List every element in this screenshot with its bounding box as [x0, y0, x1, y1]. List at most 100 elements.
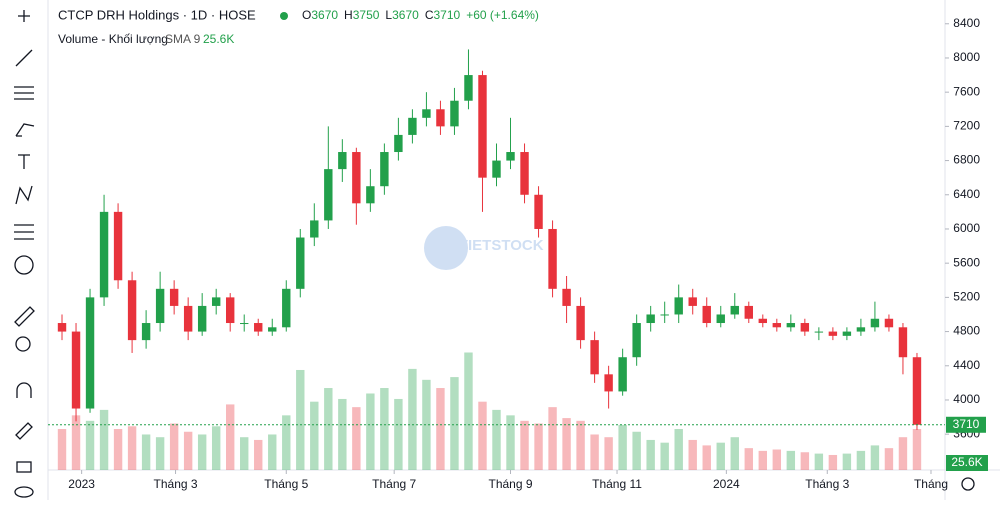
volume-bar: [380, 388, 389, 470]
y-tick-label: 8400: [953, 16, 980, 30]
y-tick-label: 7600: [953, 84, 980, 98]
brush-tool[interactable]: [15, 123, 35, 137]
candle-body: [660, 314, 669, 316]
volume-bar: [478, 401, 487, 470]
ohlc-value: 3670: [392, 8, 419, 22]
volume-bar: [786, 450, 796, 470]
volume-bar: [197, 434, 207, 470]
watermark-logo: VIETSTOCK: [424, 226, 544, 270]
candle-body: [674, 297, 683, 315]
volume-title: Volume - Khối lượng: [58, 32, 168, 46]
text-tool[interactable]: [18, 154, 30, 169]
y-tick-label: 4400: [953, 358, 980, 372]
ohlc-legend: O3670 H3750 L3670 C3710 +60 (+1.64%): [302, 8, 539, 22]
x-tick-label: 2023: [68, 477, 95, 491]
candle-body: [744, 305, 753, 319]
candle-body: [394, 134, 403, 153]
last-price-label: 3710: [953, 417, 980, 431]
volume-bar: [99, 409, 109, 470]
candle-body: [450, 100, 459, 127]
volume-bar: [225, 404, 235, 470]
fib-tool[interactable]: [14, 86, 34, 100]
volume-bar: [674, 429, 683, 470]
volume-bar: [338, 398, 347, 470]
ohlc-label: L: [385, 8, 392, 22]
candle-body: [716, 314, 725, 324]
lock-tool[interactable]: [16, 461, 32, 473]
ohlc-label: O: [302, 8, 311, 22]
volume-bar: [716, 442, 725, 470]
volume-bar: [828, 454, 838, 470]
x-tick-label: Tháng 9: [488, 477, 532, 491]
candle-body: [310, 220, 319, 238]
candle-body: [842, 331, 852, 336]
volume-bar: [450, 377, 459, 470]
volume-bar: [562, 418, 571, 470]
candle-body: [590, 340, 599, 375]
candle-body: [884, 318, 894, 328]
volume-bar: [590, 434, 599, 470]
forecast-tool[interactable]: [14, 224, 34, 240]
candle-body: [254, 323, 263, 332]
candle-body: [225, 297, 235, 324]
volume-bar: [71, 415, 81, 470]
candle-body: [632, 323, 641, 358]
volume-bar: [842, 453, 852, 470]
candle-body: [730, 305, 739, 315]
trend-line-tool[interactable]: [15, 49, 33, 67]
volume-bar: [492, 409, 501, 470]
zoom-tool[interactable]: [15, 336, 31, 352]
volume-bar: [758, 450, 768, 470]
candle-body: [912, 357, 922, 425]
candle-body: [183, 305, 193, 332]
volume-bar: [688, 439, 697, 470]
volume-bar: [772, 449, 782, 470]
volume-sma-box: [946, 455, 988, 472]
candle-body: [856, 327, 866, 332]
volume-bar: [548, 407, 557, 470]
ohlc-value: 3750: [353, 8, 380, 22]
volume-bar: [296, 369, 305, 470]
candle-body: [282, 288, 291, 328]
crosshair-tool[interactable]: [18, 10, 30, 22]
candle-body: [898, 327, 908, 358]
volume-bar: [85, 420, 95, 470]
candle-body: [366, 186, 375, 204]
volume-bar: [394, 398, 403, 470]
candle-body: [197, 305, 207, 332]
draw-lock-tool[interactable]: [15, 422, 33, 440]
visibility-tool[interactable]: [14, 486, 34, 498]
candle-body: [240, 323, 249, 325]
volume-bar: [576, 420, 585, 470]
candle-body: [296, 237, 305, 289]
volume-bar: [702, 445, 711, 470]
y-tick-label: 4000: [953, 392, 980, 406]
candle-body: [492, 160, 501, 178]
candle-body: [211, 297, 221, 306]
candle-body: [814, 331, 824, 333]
candle-body: [800, 323, 810, 332]
x-tick-label: Tháng 11: [592, 477, 642, 491]
volume-bar: [141, 434, 151, 470]
volume-bar: [127, 426, 137, 470]
candle-body: [618, 357, 627, 392]
magnet-tool[interactable]: [16, 382, 32, 398]
pattern-tool[interactable]: [15, 185, 33, 205]
candle-body: [71, 331, 81, 409]
ruler-tool[interactable]: [14, 306, 35, 327]
emoji-tool[interactable]: [14, 255, 34, 275]
candle-body: [99, 211, 109, 298]
settings-button[interactable]: [961, 477, 975, 491]
volume-bar: [282, 415, 291, 470]
volume-bar: [113, 429, 123, 470]
y-tick-label: 4800: [953, 324, 980, 338]
candle-body: [548, 228, 557, 289]
candle-body: [85, 297, 95, 409]
ohlc-value: 3710: [433, 8, 460, 22]
ohlc-label: H: [344, 8, 353, 22]
volume-bar: [211, 426, 221, 470]
y-tick-label: 8000: [953, 50, 980, 64]
volume-indicator: SMA 9: [165, 32, 201, 46]
candle-body: [702, 305, 711, 324]
